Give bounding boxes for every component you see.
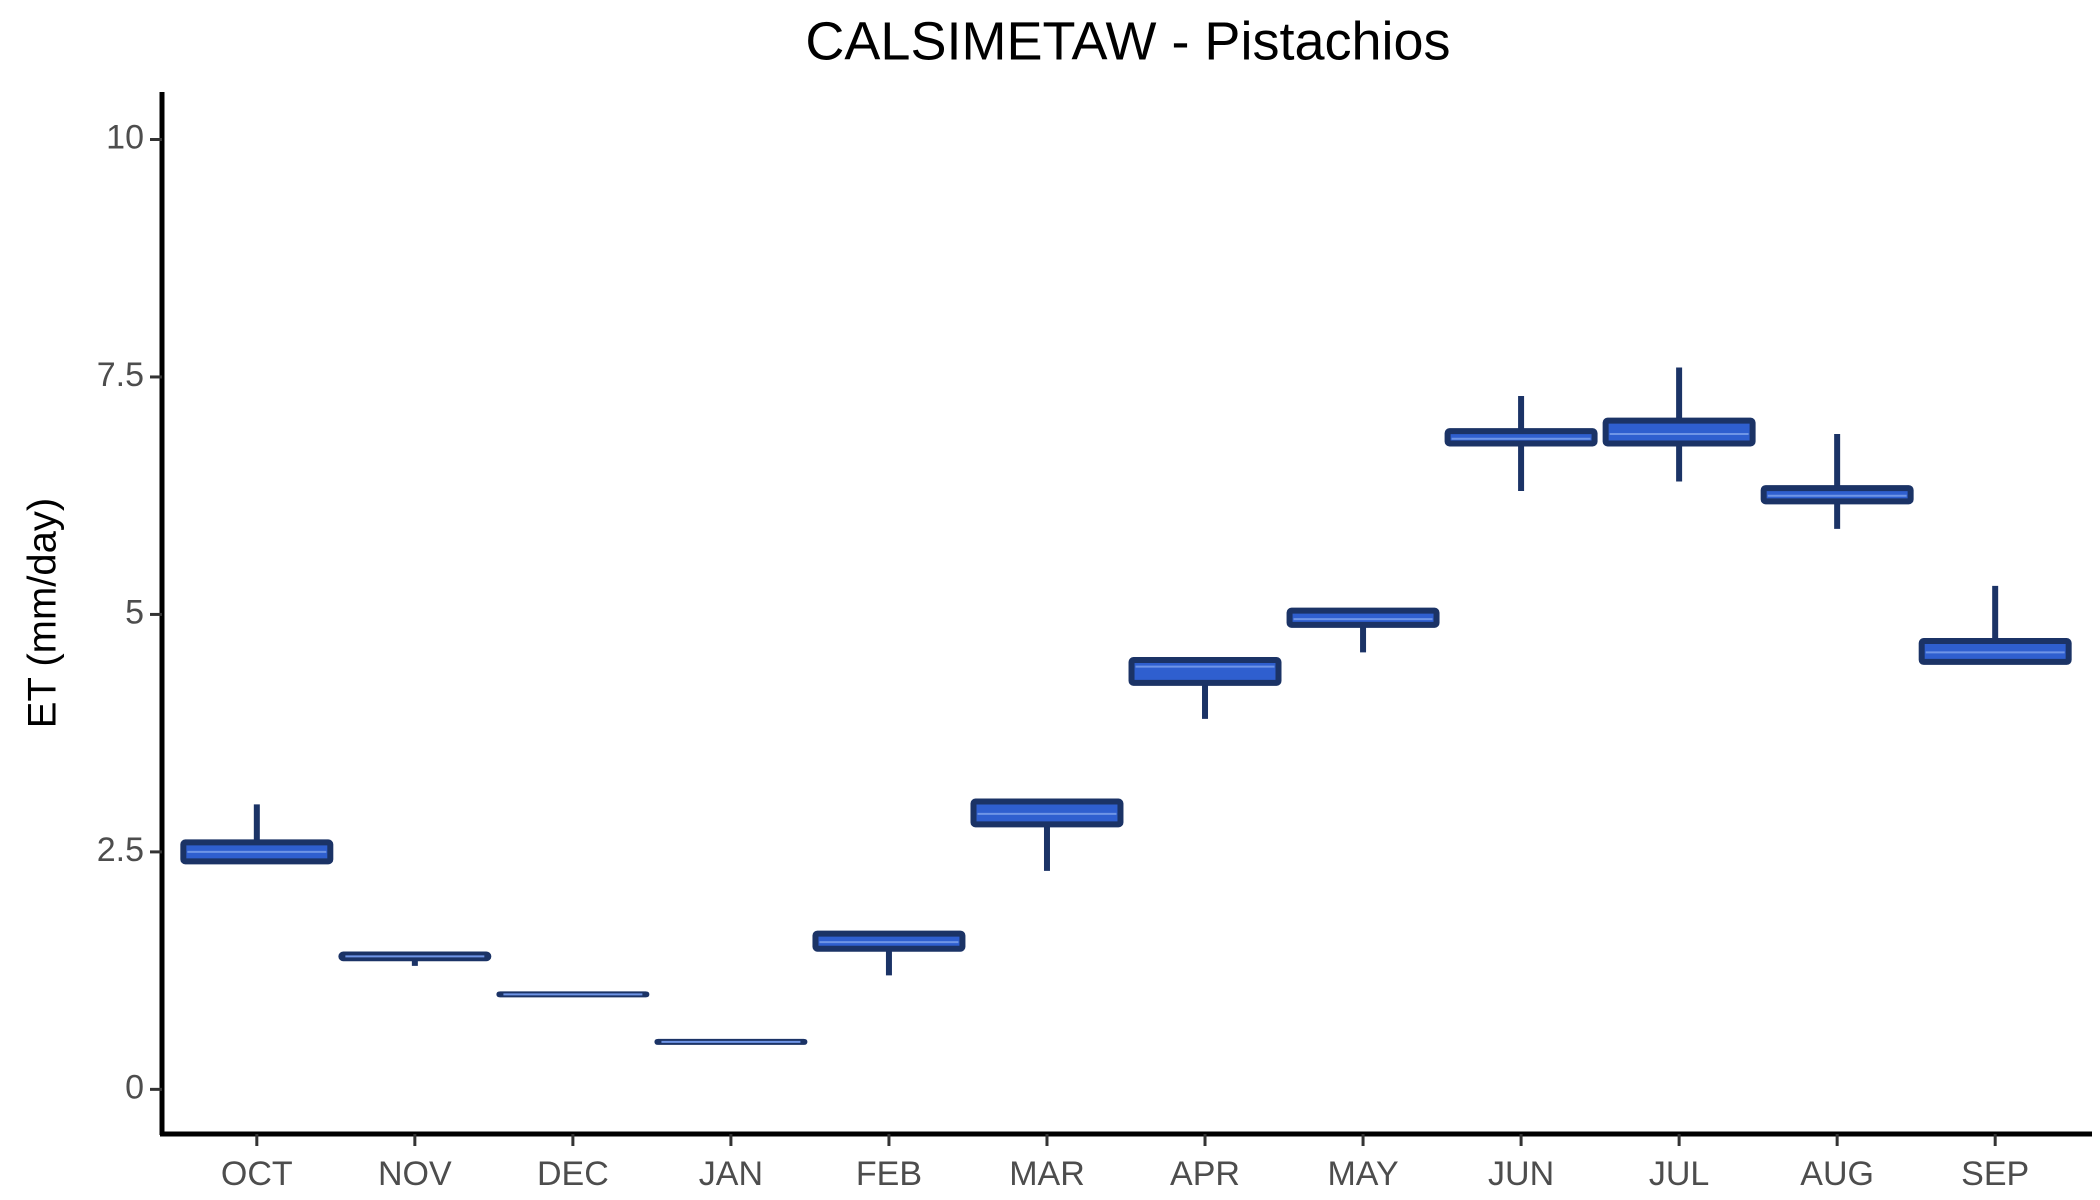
x-tick-label: MAR xyxy=(1009,1155,1085,1193)
x-tick-label: NOV xyxy=(378,1155,452,1193)
box xyxy=(1286,607,1440,628)
chart-title: CALSIMETAW - Pistachios xyxy=(805,11,1450,71)
x-tick-label: DEC xyxy=(537,1155,609,1193)
x-tick-label: APR xyxy=(1170,1155,1240,1193)
y-tick-label: 5 xyxy=(125,593,144,631)
y-tick-label: 7.5 xyxy=(97,356,144,394)
box xyxy=(1602,417,1756,447)
x-tick-label: OCT xyxy=(221,1155,293,1193)
x-tick-label: AUG xyxy=(1800,1155,1874,1193)
x-tick-label: FEB xyxy=(856,1155,922,1193)
box xyxy=(1444,428,1598,447)
y-tick-label: 10 xyxy=(106,118,144,156)
x-tick-label: SEP xyxy=(1961,1155,2029,1193)
x-tick-label: MAY xyxy=(1327,1155,1398,1193)
x-tick-label: JUL xyxy=(1649,1155,1709,1193)
y-axis-label: ET (mm/day) xyxy=(21,498,65,728)
box xyxy=(1128,657,1282,686)
y-tick-label: 0 xyxy=(125,1068,144,1106)
x-tick-label: JUN xyxy=(1488,1155,1554,1193)
x-tick-label: JAN xyxy=(699,1155,763,1193)
y-tick-label: 2.5 xyxy=(97,831,144,869)
